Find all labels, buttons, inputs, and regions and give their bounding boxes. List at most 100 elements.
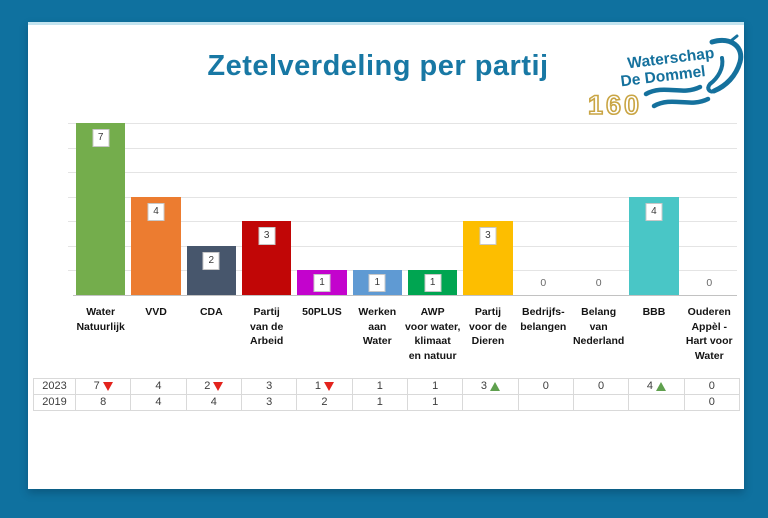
slide-card: Zetelverdeling per partij Waterschap De … bbox=[28, 22, 744, 489]
waterschap-logo-graphic: Waterschap De Dommel 160 bbox=[587, 34, 744, 121]
seat-count: 2 bbox=[321, 396, 328, 408]
bar-value-badge: 2 bbox=[202, 251, 220, 270]
value-cell: 1 bbox=[406, 394, 464, 411]
seat-count: 4 bbox=[155, 396, 162, 408]
logo-waves-icon bbox=[643, 84, 711, 109]
value-cell: 0 bbox=[683, 378, 740, 395]
seat-count: 0 bbox=[598, 380, 605, 392]
value-cell bbox=[628, 394, 685, 411]
category-label-cda: CDA bbox=[199, 306, 223, 318]
bar-column-bedrijfsbelangen: 0 bbox=[516, 123, 571, 295]
seat-count: 1 bbox=[376, 396, 383, 408]
bar-column-werken-aan-water: 1 bbox=[350, 123, 405, 295]
value-cell: 3 bbox=[240, 394, 298, 411]
category-label-werken-aan-water: Werken aan Water bbox=[358, 306, 397, 347]
value-cell: 0 bbox=[683, 394, 740, 411]
value-cell bbox=[517, 394, 574, 411]
logo-fish-icon bbox=[706, 34, 744, 94]
data-table: 2023 7 4 2 3 1 1 1 3 0 0 4 0 2019 8 4 4 3 2 1 1 0 bbox=[33, 378, 740, 411]
bar-partij-voor-de-dieren: 3 bbox=[463, 221, 513, 295]
value-cell: 3 bbox=[240, 378, 298, 395]
value-cell: 7 bbox=[74, 378, 132, 395]
seat-count: 2 bbox=[204, 380, 211, 392]
category-labels: Water Natuurlijk VVD CDA Partij van de Arbeid 5… bbox=[73, 305, 737, 363]
seat-count: 1 bbox=[314, 380, 322, 392]
category-label-belang-van-nederland: Belang van Nederland bbox=[572, 306, 625, 347]
trend-down-icon bbox=[213, 382, 224, 391]
bar-column-partij-van-de-arbeid: 3 bbox=[239, 123, 294, 295]
bar-bbb: 4 bbox=[629, 196, 679, 295]
gridline bbox=[68, 221, 737, 223]
bar-value-badge: 1 bbox=[313, 274, 331, 293]
category-label-water-natuurlijk: Water Natuurlijk bbox=[76, 306, 125, 333]
bar-column-partij-voor-de-dieren: 3 bbox=[460, 123, 515, 295]
seat-count: 4 bbox=[210, 396, 217, 408]
bar-column-belang-van-nederland: 0 bbox=[571, 123, 626, 295]
gridline bbox=[68, 245, 737, 247]
seat-count: 1 bbox=[432, 396, 439, 408]
bar-werken-aan-water: 1 bbox=[352, 270, 402, 295]
seat-count: 4 bbox=[155, 380, 162, 392]
seat-count: 0 bbox=[542, 380, 549, 392]
value-cell: 2 bbox=[296, 394, 353, 411]
bar-column-bbb: 4 bbox=[626, 123, 681, 295]
category-label-bbb: BBB bbox=[642, 306, 666, 318]
category-label-50plus: 50PLUS bbox=[302, 306, 342, 318]
bar-50plus: 1 bbox=[297, 270, 347, 295]
card-top-accent bbox=[28, 22, 744, 25]
bar-water-natuurlijk: 7 bbox=[76, 123, 126, 295]
trend-up-icon bbox=[490, 382, 501, 391]
value-cell: 0 bbox=[517, 378, 574, 395]
year-cell: 2023 bbox=[33, 378, 76, 395]
trend-down-icon bbox=[324, 382, 335, 391]
trend-down-icon bbox=[102, 382, 113, 391]
bar-awp-voor-water-klimaat-en-natuur: 1 bbox=[407, 270, 458, 295]
value-cell: 1 bbox=[351, 394, 408, 411]
value-cell: 4 bbox=[185, 394, 242, 411]
bar-column-awp-voor-water-klimaat-en-natuur: 1 bbox=[405, 123, 460, 295]
category-label-awp-voor-water-klimaat-en-natuur: AWP voor water, klimaat en natuur bbox=[404, 306, 461, 362]
gridline bbox=[68, 123, 737, 124]
bar-column-ouderen-app-l-hart-voor-water: 0 bbox=[682, 123, 737, 295]
seat-count: 8 bbox=[100, 396, 107, 408]
waterschap-logo: Waterschap De Dommel 160 bbox=[584, 34, 748, 121]
value-cell: 3 bbox=[462, 378, 519, 395]
bar-column-cda: 2 bbox=[184, 123, 239, 295]
category-label-partij-voor-de-dieren: Partij voor de Dieren bbox=[468, 306, 507, 347]
value-cell: 1 bbox=[296, 378, 353, 395]
zero-value-label: 0 bbox=[706, 277, 713, 289]
value-cell bbox=[462, 394, 519, 411]
bar-value-badge: 4 bbox=[147, 202, 165, 221]
value-cell: 4 bbox=[130, 378, 187, 395]
seat-count: 1 bbox=[432, 380, 439, 392]
bar-value-badge: 7 bbox=[92, 129, 110, 147]
category-label-ouderen-app-l-hart-voor-water: Ouderen Appèl - Hart voor Water bbox=[685, 306, 733, 362]
gridline bbox=[68, 270, 737, 272]
value-cell: 4 bbox=[130, 394, 187, 411]
bar-partij-van-de-arbeid: 3 bbox=[241, 221, 292, 295]
bar-vvd: 4 bbox=[131, 196, 181, 295]
gridline bbox=[68, 172, 737, 174]
value-cell: 0 bbox=[572, 378, 630, 395]
category-label-partij-van-de-arbeid: Partij van de Arbeid bbox=[250, 306, 284, 347]
seat-count: 3 bbox=[266, 380, 273, 392]
table-row-2019: 2019 8 4 4 3 2 1 1 0 bbox=[33, 394, 740, 411]
bar-value-badge: 1 bbox=[424, 274, 442, 293]
bar-column-50plus: 1 bbox=[294, 123, 349, 295]
zero-value-label: 0 bbox=[595, 277, 602, 289]
value-cell: 4 bbox=[628, 378, 685, 395]
chart-title: Zetelverdeling per partij bbox=[207, 50, 549, 82]
category-label-bedrijfsbelangen: Bedrijfs-belangen bbox=[520, 306, 567, 333]
value-cell: 8 bbox=[74, 394, 132, 411]
seat-count: 7 bbox=[93, 380, 100, 392]
bar-column-water-natuurlijk: 7 bbox=[73, 123, 128, 295]
table-row-2023: 2023 7 4 2 3 1 1 1 3 0 0 4 0 bbox=[33, 378, 740, 395]
seat-count: 1 bbox=[376, 380, 383, 392]
year-cell: 2019 bbox=[33, 394, 76, 411]
bar-chart: 7 4 2 3 1 1 1 3 0 0 4 0 bbox=[68, 123, 737, 296]
bar-value-badge: 4 bbox=[645, 202, 663, 221]
gridline bbox=[68, 147, 737, 149]
gridline bbox=[68, 196, 737, 198]
seat-count: 4 bbox=[646, 380, 653, 392]
